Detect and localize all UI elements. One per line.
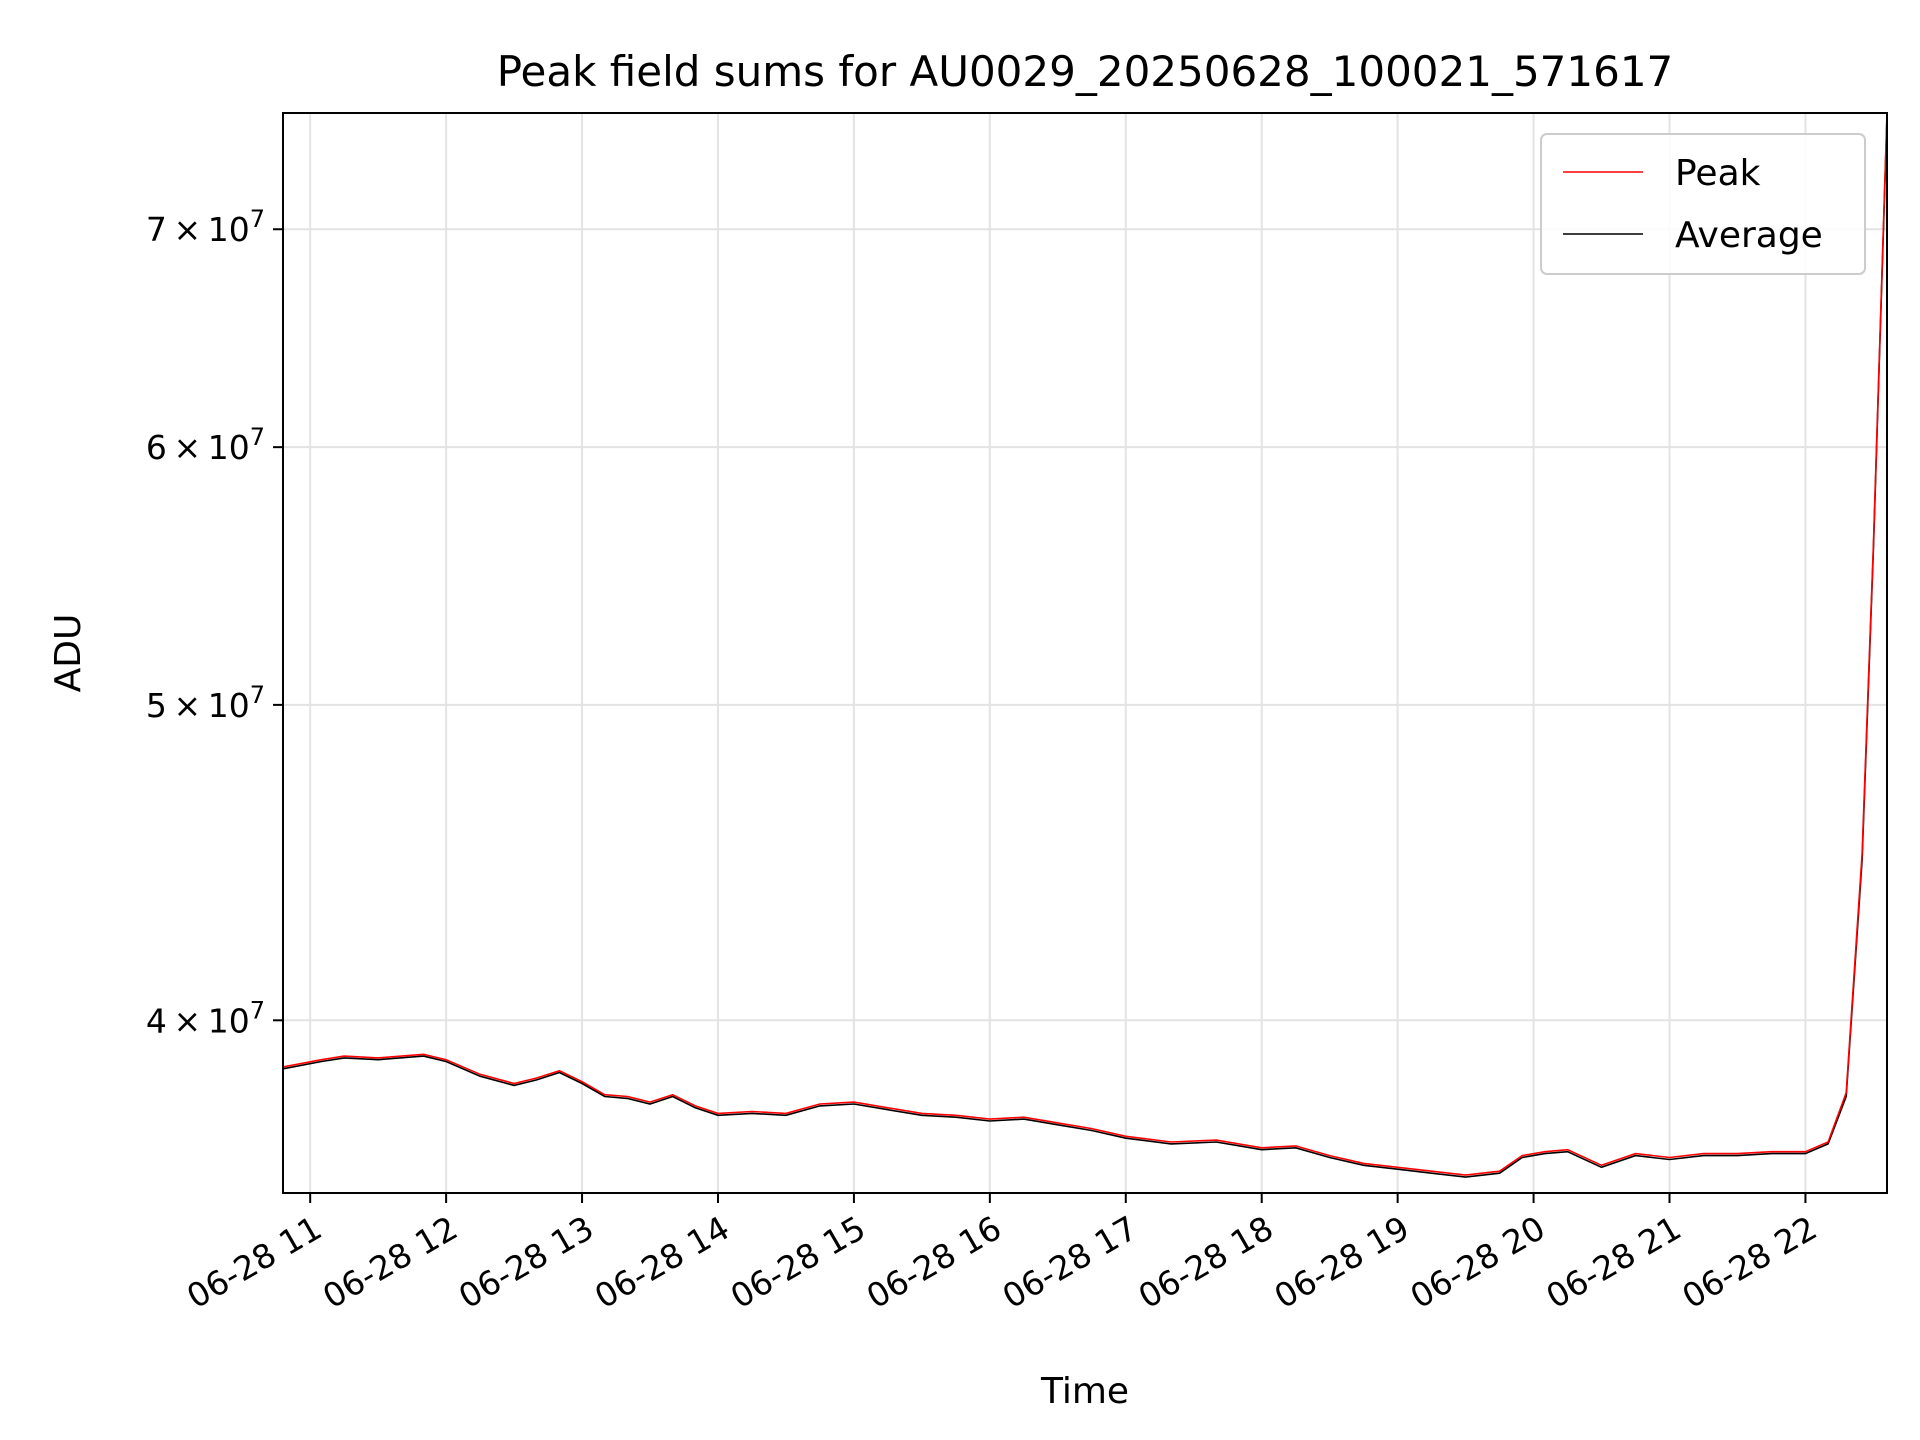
x-tick-label: 06-28 16 <box>860 1208 1008 1316</box>
legend: Peak Average <box>1540 133 1866 275</box>
y-axis-label: ADU <box>48 614 89 693</box>
y-tick-exponent: 7 <box>250 681 265 709</box>
y-tick-mantissa: 7 <box>146 210 167 249</box>
legend-box <box>1540 133 1866 275</box>
x-tick-label: 06-28 12 <box>316 1208 464 1316</box>
y-tick-mantissa: 5 <box>146 686 167 725</box>
series-layer <box>283 113 1887 1178</box>
x-tick-label: 06-28 22 <box>1675 1208 1823 1316</box>
grid <box>283 113 1887 1193</box>
x-tick-label: 06-28 11 <box>180 1208 328 1316</box>
y-tick-base: × 10 <box>167 1001 250 1040</box>
x-tick-label: 06-28 13 <box>452 1208 600 1316</box>
x-tick-label: 06-28 18 <box>1132 1208 1280 1316</box>
y-tick-base: × 10 <box>167 428 250 467</box>
x-tick-label: 06-28 17 <box>996 1208 1144 1316</box>
chart-title: Peak field sums for AU0029_20250628_1000… <box>497 47 1674 96</box>
x-tick-label: 06-28 19 <box>1268 1208 1416 1316</box>
legend-label-average: Average <box>1675 215 1823 256</box>
x-tick-label: 06-28 15 <box>724 1208 872 1316</box>
y-tick-exponent: 7 <box>250 996 265 1024</box>
y-tick-mantissa: 6 <box>146 428 167 467</box>
y-tick-label: 5 × 107 <box>146 681 265 725</box>
series-line-average <box>283 116 1887 1178</box>
y-tick-label: 4 × 107 <box>146 996 265 1040</box>
y-tick-exponent: 7 <box>250 423 265 451</box>
series-line-peak <box>283 113 1887 1176</box>
y-tick-label: 7 × 107 <box>146 205 265 249</box>
y-tick-base: × 10 <box>167 210 250 249</box>
x-tick-label: 06-28 21 <box>1540 1208 1688 1316</box>
y-tick-base: × 10 <box>167 686 250 725</box>
y-tick-exponent: 7 <box>250 205 265 233</box>
y-tick-label: 6 × 107 <box>146 423 265 467</box>
legend-label-peak: Peak <box>1675 153 1761 194</box>
x-tick-label: 06-28 20 <box>1404 1208 1552 1316</box>
y-tick-mantissa: 4 <box>146 1001 167 1040</box>
x-axis-label: Time <box>1040 1371 1129 1412</box>
x-tick-label: 06-28 14 <box>588 1208 736 1316</box>
plot-frame <box>282 112 1888 1194</box>
